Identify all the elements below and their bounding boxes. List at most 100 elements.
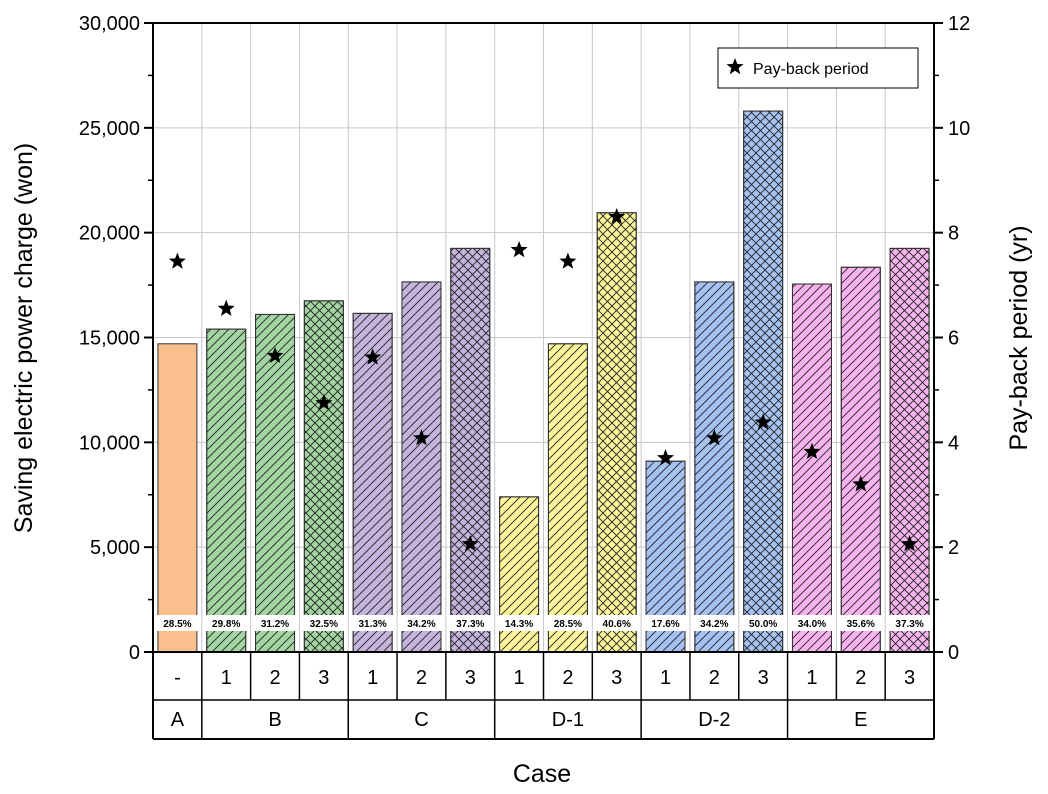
payback-star [510, 240, 528, 258]
bar-a-0 [157, 343, 198, 653]
subcase-label: 2 [855, 667, 866, 689]
payback-star [559, 252, 577, 269]
bar-d-1-2-hatch [547, 343, 588, 653]
data-label-d-2-1: 17.6% [651, 619, 679, 630]
bar-c-2-hatch [401, 281, 442, 653]
y-tick-label: 30,000 [79, 13, 140, 35]
group-label-b: B [268, 709, 281, 731]
subcase-label: - [174, 667, 181, 689]
payback-star [608, 207, 626, 225]
subcase-label: 1 [806, 667, 817, 689]
payback-star [168, 252, 186, 269]
data-label-bg [788, 615, 835, 631]
subcase-label: 3 [611, 667, 622, 689]
subcase-label: 2 [562, 667, 573, 689]
legend-label: Pay-back period [753, 61, 869, 78]
y2-tick-label: 12 [948, 13, 970, 35]
payback-star [461, 535, 479, 552]
group-label-d-1: D-1 [552, 709, 584, 731]
y2-tick-label: 2 [948, 537, 959, 559]
data-label-d-1-2: 28.5% [554, 619, 582, 630]
subcase-label: 1 [660, 667, 671, 689]
bar-b-2-hatch [255, 313, 296, 653]
payback-star [266, 346, 284, 364]
y2-tick-label: 10 [948, 118, 970, 140]
bars-layer [157, 110, 930, 653]
data-label-d-2-2: 34.2% [700, 619, 728, 630]
y-tick-label: 5,000 [90, 537, 140, 559]
bar-d-2-2-hatch [694, 281, 735, 653]
data-label-bg [203, 615, 250, 631]
data-label-b-3: 32.5% [310, 619, 338, 630]
data-label-c-2: 34.2% [407, 619, 435, 630]
x-axis-title: Case [513, 760, 571, 788]
subcase-label: 3 [758, 667, 769, 689]
data-label-bg [300, 615, 347, 631]
y-axis-title: Saving electric power charge (won) [10, 143, 38, 533]
payback-star [803, 442, 821, 460]
data-label-d-1-1: 14.3% [505, 619, 533, 630]
group-label-a: A [171, 709, 185, 731]
data-label-bg [691, 615, 738, 631]
y2-tick-label: 6 [948, 328, 959, 350]
payback-star [315, 394, 333, 411]
bar-b-1-hatch [206, 328, 247, 653]
data-label-e-2: 35.6% [847, 619, 875, 630]
subcase-label: 1 [514, 667, 525, 689]
payback-star [217, 299, 235, 316]
y2-axis-title: Pay-back period (yr) [1005, 225, 1033, 450]
payback-star [412, 429, 431, 446]
y-tick-label: 0 [129, 642, 140, 664]
data-label-bg [837, 615, 884, 631]
legend-star-icon [726, 58, 744, 75]
data-label-bg [642, 615, 689, 631]
bar-e-2-hatch [840, 266, 881, 653]
y2-tick-label: 0 [948, 642, 959, 664]
data-label-bg [740, 615, 787, 631]
subcase-label: 2 [416, 667, 427, 689]
subcase-label: 1 [367, 667, 378, 689]
group-label-e: E [854, 709, 867, 731]
bar-labels-layer: 28.5% 29.8% 31.2% 32.5% 31.3% 34.2% 37.3% 14.3%… [154, 615, 933, 631]
y-tick-label: 25,000 [79, 118, 140, 140]
legend-box [717, 47, 919, 89]
payback-star [705, 429, 723, 446]
payback-star [364, 348, 382, 365]
y-tick-label: 10,000 [79, 432, 140, 454]
legend: Pay-back period [717, 47, 919, 89]
category-table: - 1 2 3 1 2 3 1 2 3 1 2 3 1 2 3 A B C D-1 D-2 E [152, 652, 935, 740]
data-label-bg [447, 615, 494, 631]
data-label-b-1: 29.8% [212, 619, 240, 630]
bar-c-1-hatch [352, 312, 393, 653]
bar-e-1-hatch [791, 283, 832, 653]
data-label-b-2: 31.2% [261, 619, 289, 630]
y2-tick-label: 8 [948, 223, 959, 245]
bar-d-1-3-hatch [596, 212, 637, 653]
payback-star [901, 535, 919, 552]
data-label-bg [496, 615, 543, 631]
data-label-e-1: 34.0% [798, 619, 826, 630]
bar-e-3-hatch [889, 247, 930, 653]
data-label-bg [544, 615, 591, 631]
y2-tick-label: 4 [948, 432, 959, 454]
data-label-a-0: 28.5% [163, 619, 191, 630]
axes-layer: 0 5,000 10,000 15,000 20,000 25,000 30,000 0 2 4 6… [79, 13, 970, 664]
y-tick-label: 20,000 [79, 223, 140, 245]
payback-star [754, 413, 772, 430]
subcase-label: 3 [904, 667, 915, 689]
group-label-c: C [414, 709, 428, 731]
data-label-c-3: 37.3% [456, 619, 484, 630]
data-label-e-3: 37.3% [895, 619, 923, 630]
y-tick-label: 15,000 [79, 328, 140, 350]
data-label-bg [886, 615, 933, 631]
data-label-bg [252, 615, 299, 631]
bar-c-3-hatch [450, 247, 491, 653]
data-label-c-1: 31.3% [358, 619, 386, 630]
subcase-label: 3 [318, 667, 329, 689]
data-label-d-2-3: 50.0% [749, 619, 777, 630]
data-label-d-1-3: 40.6% [603, 619, 631, 630]
subcase-label: 2 [269, 667, 280, 689]
payback-star [852, 475, 870, 492]
data-label-bg [349, 615, 396, 631]
subcase-label: 3 [465, 667, 476, 689]
